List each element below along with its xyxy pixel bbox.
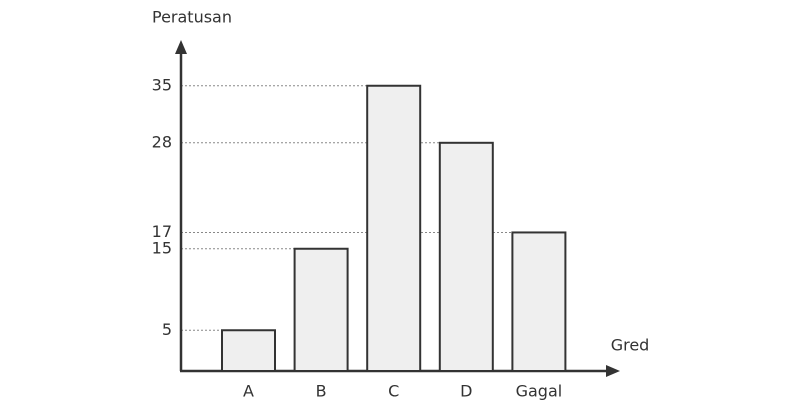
bar [366, 84, 422, 372]
y-tick-label: 17 [152, 222, 172, 241]
x-tick-label: A [243, 382, 254, 401]
y-tick-label: 35 [152, 75, 172, 94]
x-axis-arrow [606, 365, 620, 377]
bar [438, 141, 494, 372]
y-tick-label: 15 [152, 238, 172, 257]
y-axis-label: Peratusan [152, 8, 232, 27]
bar [221, 329, 276, 372]
x-axis-label: Gred [611, 336, 650, 355]
x-tick-label: C [388, 382, 399, 401]
y-axis-arrow [175, 40, 187, 54]
y-tick-label: 5 [162, 320, 172, 339]
bar [511, 231, 567, 372]
x-tick-label: D [460, 382, 472, 401]
x-tick-label: Gagal [516, 382, 563, 401]
bar [293, 247, 349, 372]
x-tick-label: B [316, 382, 327, 401]
y-tick-label: 28 [152, 132, 172, 151]
